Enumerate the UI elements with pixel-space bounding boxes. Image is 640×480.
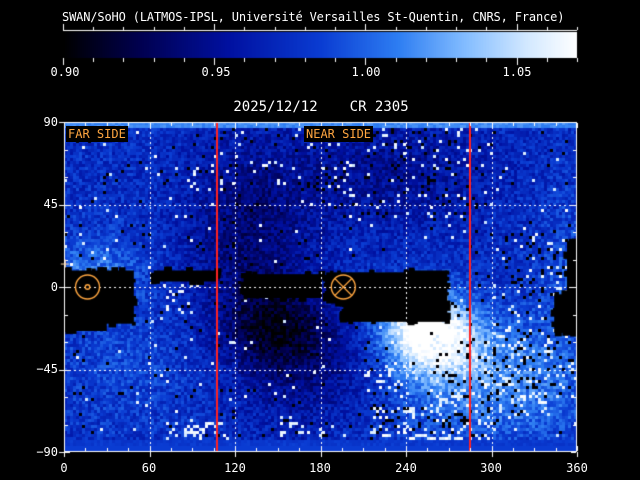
x-tick-label: 300 xyxy=(480,461,502,475)
carrington-rotation: CR 2305 xyxy=(349,99,409,115)
near-side-label: NEAR SIDE xyxy=(304,126,374,142)
y-tick-label: 0 xyxy=(50,280,58,294)
y-tick-label: −90 xyxy=(36,445,58,459)
x-tick-label: 240 xyxy=(395,461,417,475)
colorbar-tick-label: 1.00 xyxy=(351,65,381,79)
x-tick-label: 180 xyxy=(309,461,331,475)
x-tick-label: 360 xyxy=(566,461,588,475)
colorbar-tick-label: 0.90 xyxy=(50,65,80,79)
map-date: 2025/12/12 xyxy=(233,99,318,115)
x-tick-label: 120 xyxy=(224,461,246,475)
colorbar-tick-label: 0.95 xyxy=(201,65,231,79)
y-tick-label: 90 xyxy=(43,115,58,129)
colorbar-tick-label: 1.05 xyxy=(502,65,532,79)
map-subtitle: 2025/12/12 CR 2305 xyxy=(64,99,578,115)
x-tick-label: 0 xyxy=(60,461,68,475)
x-tick-label: 60 xyxy=(141,461,157,475)
y-tick-label: 45 xyxy=(43,197,58,211)
far-side-label: FAR SIDE xyxy=(66,126,128,142)
page-title: SWAN/SoHO (LATMOS-IPSL, Université Versa… xyxy=(62,10,565,24)
y-tick-label: −45 xyxy=(36,362,58,376)
